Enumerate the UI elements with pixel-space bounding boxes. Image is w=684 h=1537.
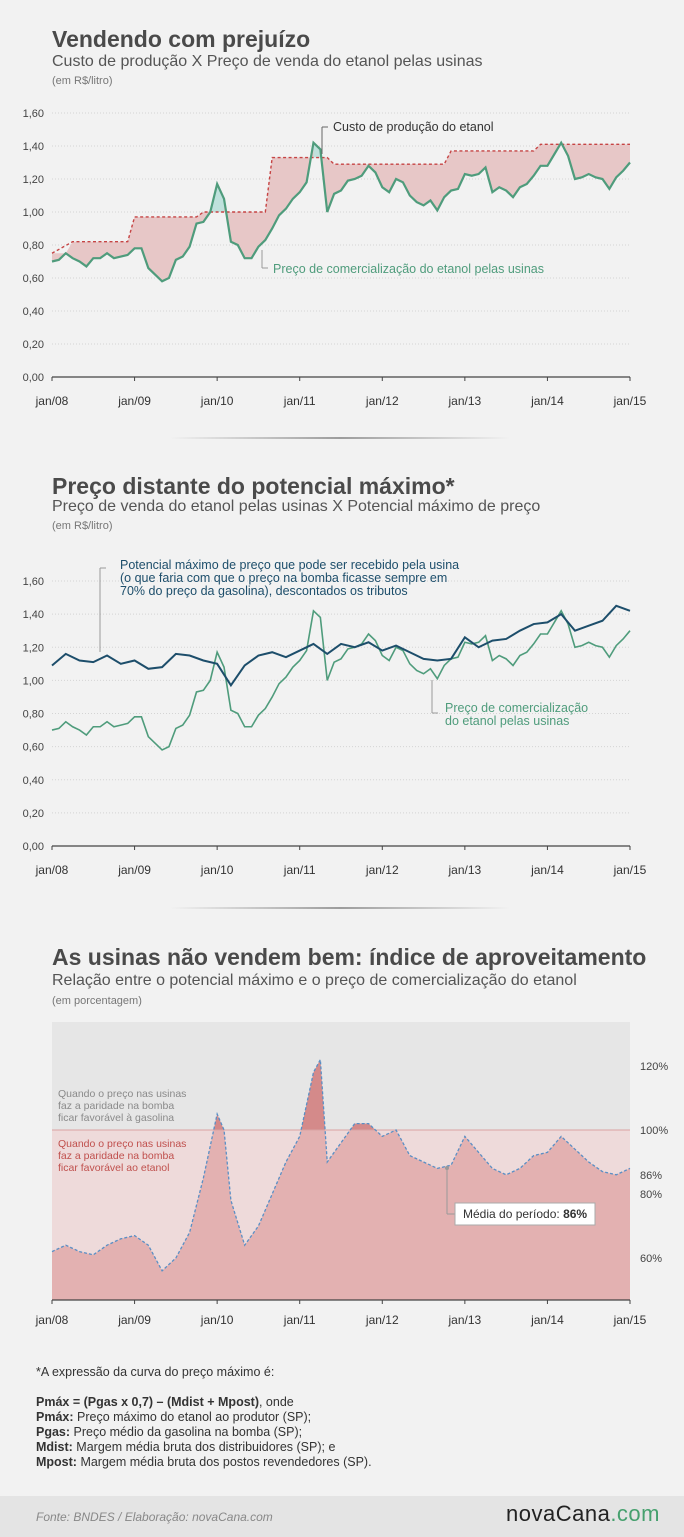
chart1-subtitle: Custo de produção X Preço de venda do et… (52, 53, 483, 70)
x-tick-label: jan/11 (283, 863, 316, 877)
y-tick-label: 60% (640, 1253, 662, 1265)
chart3-svg: Quando o preço nas usinas faz a paridade… (35, 1022, 668, 1327)
price-line (51, 140, 631, 283)
y-tick-label: 0,20 (23, 808, 44, 820)
chart2-svg: Potencial máximo de preço que pode ser r… (23, 558, 647, 877)
chart1-unit: (em R$/litro) (52, 75, 113, 87)
y-tick-label: 80% (640, 1189, 662, 1201)
x-tick-label: jan/08 (35, 863, 69, 877)
y-tick-label: 1,40 (23, 141, 44, 153)
chart2-subtitle: Preço de venda do etanol pelas usinas X … (52, 498, 541, 515)
y-tick-label: 0,20 (23, 339, 44, 351)
x-tick-label: jan/10 (200, 1313, 234, 1327)
x-tick-label: jan/14 (530, 394, 564, 408)
x-tick-label: jan/10 (200, 863, 234, 877)
x-tick-label: jan/08 (35, 394, 69, 408)
y-tick-label: 1,60 (23, 108, 44, 120)
separator (170, 907, 510, 909)
x-tick-label: jan/14 (530, 863, 564, 877)
index-area (52, 1059, 630, 1300)
y-tick-label: 1,40 (23, 609, 44, 621)
gain-area (210, 142, 321, 212)
x-tick-label: jan/11 (283, 1313, 316, 1327)
x-tick-label: jan/09 (117, 394, 151, 408)
x-tick-label: jan/13 (448, 1313, 482, 1327)
chart3-title: As usinas não vendem bem: índice de apro… (52, 944, 647, 970)
average-callout: Média do período: 86% (445, 1166, 596, 1226)
x-tick-label: jan/13 (448, 863, 482, 877)
x-tick-label: jan/15 (613, 394, 647, 408)
x-tick-label: jan/10 (200, 394, 234, 408)
price-annotation: Preço de comercialização do etanol pelas… (445, 701, 592, 728)
chart1-svg: Custo de produção do etanol Preço de com… (23, 108, 647, 408)
x-tick-label: jan/15 (613, 863, 647, 877)
source-text: Fonte: BNDES / Elaboração: novaCana.com (36, 1510, 273, 1524)
y-tick-label: 120% (640, 1061, 668, 1073)
formula-notes: *A expressão da curva do preço máximo é:… (36, 1365, 656, 1470)
separator (170, 437, 510, 439)
y-tick-label: 0,40 (23, 306, 44, 318)
x-tick-label: jan/11 (283, 394, 316, 408)
loss-area (52, 142, 630, 282)
footer: Fonte: BNDES / Elaboração: novaCana.com … (0, 1496, 684, 1537)
cost-annotation: Custo de produção do etanol (333, 120, 494, 134)
price-annotation: Preço de comercialização do etanol pelas… (273, 262, 544, 276)
y-tick-label: 0,40 (23, 775, 44, 787)
x-tick-label: jan/12 (365, 394, 399, 408)
y-tick-label: 1,20 (23, 174, 44, 186)
y-tick-label: 0,80 (23, 709, 44, 721)
cost-line (51, 143, 630, 254)
x-tick-label: jan/09 (117, 1313, 151, 1327)
zone-upper-label: Quando o preço nas usinas faz a paridade… (58, 1088, 189, 1124)
y-tick-label: 1,00 (23, 675, 44, 687)
max-annotation: Potencial máximo de preço que pode ser r… (120, 558, 463, 598)
svg-text:Média do período: 86%: Média do período: 86% (463, 1207, 587, 1221)
chart3-unit: (em porcentagem) (52, 995, 142, 1007)
y-tick-label: 1,00 (23, 207, 44, 219)
chart1-title: Vendendo com prejuízo (52, 26, 311, 52)
x-tick-label: jan/09 (117, 863, 151, 877)
y-tick-label: 0,60 (23, 742, 44, 754)
y-tick-label: 0,80 (23, 240, 44, 252)
y-tick-label: 0,00 (23, 841, 44, 853)
y-tick-label: 1,20 (23, 642, 44, 654)
x-tick-label: jan/14 (530, 1313, 564, 1327)
def-mdist: Mdist: Margem média bruta dos distribuid… (36, 1440, 336, 1454)
novacana-logo[interactable]: novaCana.com (506, 1501, 660, 1526)
x-tick-label: jan/08 (35, 1313, 69, 1327)
max-potential-line (51, 604, 631, 688)
y-tick-label: 0,60 (23, 273, 44, 285)
y-tick-label: 0,00 (23, 372, 44, 384)
x-tick-label: jan/15 (613, 1313, 647, 1327)
def-mpost: Mpost: Margem média bruta dos postos rev… (36, 1455, 372, 1469)
x-tick-label: jan/12 (365, 1313, 399, 1327)
chart3-subtitle: Relação entre o potencial máximo e o pre… (52, 972, 577, 989)
chart2-title: Preço distante do potencial máximo* (52, 473, 455, 499)
x-tick-label: jan/13 (448, 394, 482, 408)
index-line (51, 1057, 631, 1272)
def-pgas: Pgas: Preço médio da gasolina na bomba (… (36, 1425, 303, 1439)
y-tick-label: 1,60 (23, 576, 44, 588)
formula: Pmáx = (Pgas x 0,7) – (Mdist + Mpost), o… (36, 1395, 294, 1409)
y-tick-label: 86% (640, 1170, 662, 1182)
price-line (51, 609, 631, 751)
def-pmax: Pmáx: Preço máximo do etanol ao produtor… (36, 1410, 312, 1424)
chart2-unit: (em R$/litro) (52, 520, 113, 532)
x-tick-label: jan/12 (365, 863, 399, 877)
y-tick-label: 100% (640, 1125, 668, 1137)
notes-intro: *A expressão da curva do preço máximo é: (36, 1365, 275, 1379)
zone-lower-label: Quando o preço nas usinas faz a paridade… (58, 1138, 189, 1174)
